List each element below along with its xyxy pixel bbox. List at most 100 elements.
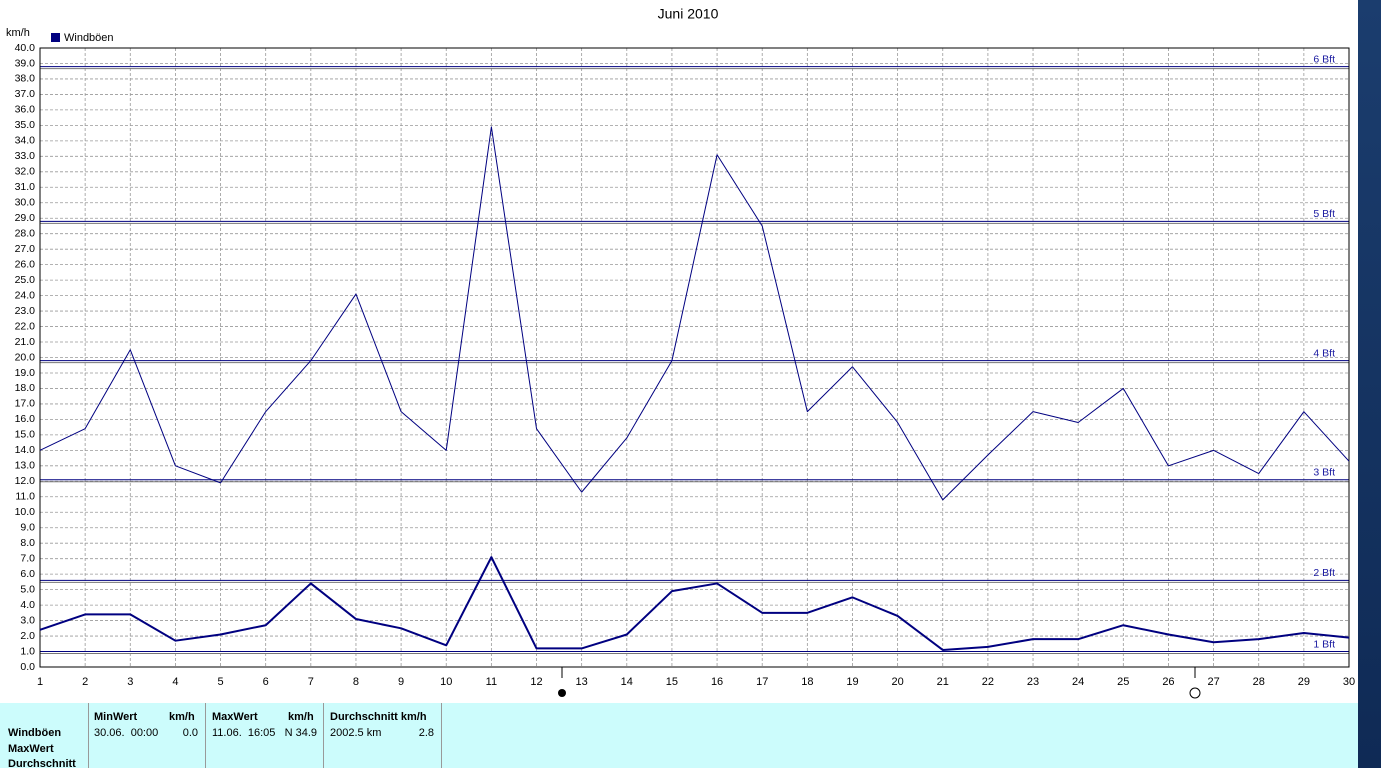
x-tick-label: 23 <box>1027 676 1039 688</box>
separator <box>323 703 324 768</box>
x-tick-label: 27 <box>1207 676 1219 688</box>
x-tick-label: 29 <box>1298 676 1310 688</box>
x-tick-label: 7 <box>308 676 314 688</box>
x-tick-label: 5 <box>217 676 223 688</box>
x-tick-label: 20 <box>891 676 903 688</box>
y-tick-label: 24.0 <box>15 289 36 301</box>
x-tick-label: 28 <box>1253 676 1265 688</box>
cell: 2002.5 km <box>330 727 382 739</box>
y-tick-label: 33.0 <box>15 150 36 162</box>
x-tick-label: 2 <box>82 676 88 688</box>
y-tick-label: 29.0 <box>15 212 36 224</box>
x-tick-label: 3 <box>127 676 133 688</box>
x-tick-label: 22 <box>982 676 994 688</box>
row-label: MaxWert <box>8 743 54 755</box>
y-tick-label: 14.0 <box>15 444 36 456</box>
separator <box>88 703 89 768</box>
y-tick-label: 16.0 <box>15 413 36 425</box>
reference-label: 3 Bft <box>1313 467 1335 479</box>
y-tick-label: 13.0 <box>15 460 36 472</box>
y-tick-label: 3.0 <box>20 614 35 626</box>
reference-label: 2 Bft <box>1313 567 1335 579</box>
x-tick-label: 16 <box>711 676 723 688</box>
y-tick-label: 22.0 <box>15 320 36 332</box>
x-tick-label: 14 <box>621 676 633 688</box>
y-tick-label: 25.0 <box>15 274 36 286</box>
x-tick-label: 19 <box>846 676 858 688</box>
x-tick-label: 24 <box>1072 676 1084 688</box>
y-tick-label: 12.0 <box>15 475 36 487</box>
x-tick-label: 18 <box>801 676 813 688</box>
column-unit: km/h <box>169 711 195 723</box>
series-line <box>39 126 1350 501</box>
y-tick-label: 20.0 <box>15 351 36 363</box>
y-tick-label: 5.0 <box>20 583 35 595</box>
x-tick-label: 12 <box>530 676 542 688</box>
x-tick-label: 30 <box>1343 676 1355 688</box>
desktop-edge <box>1358 0 1381 768</box>
y-tick-label: 34.0 <box>15 135 36 147</box>
cell: 0.0 <box>182 727 198 739</box>
reference-label: 6 Bft <box>1313 53 1335 65</box>
y-tick-label: 18.0 <box>15 382 36 394</box>
y-tick-label: 19.0 <box>15 367 36 379</box>
y-tick-label: 10.0 <box>15 506 36 518</box>
x-tick-label: 15 <box>666 676 678 688</box>
x-tick-label: 25 <box>1117 676 1129 688</box>
y-tick-label: 1.0 <box>20 645 35 657</box>
y-tick-label: 0.0 <box>20 661 35 673</box>
legend-label[interactable]: Windböen <box>64 32 114 44</box>
reference-label: 1 Bft <box>1313 638 1335 650</box>
chart-title: Juni 2010 <box>658 6 719 22</box>
cell: N 34.9 <box>284 727 317 739</box>
y-tick-label: 23.0 <box>15 305 36 317</box>
reference-label: 4 Bft <box>1313 347 1335 359</box>
cell: 11.06. 16:05 <box>212 727 276 739</box>
x-tick-label: 13 <box>576 676 588 688</box>
x-tick-label: 17 <box>756 676 768 688</box>
separator <box>441 703 442 768</box>
column-unit: km/h <box>288 711 314 723</box>
y-tick-label: 11.0 <box>15 491 35 503</box>
separator <box>205 703 206 768</box>
y-tick-label: 35.0 <box>15 119 36 131</box>
y-tick-label: 40.0 <box>15 42 36 54</box>
y-tick-label: 2.0 <box>20 630 35 642</box>
reference-label: 5 Bft <box>1313 208 1335 220</box>
y-tick-label: 38.0 <box>15 73 36 85</box>
moon-full <box>1189 687 1201 699</box>
cell: 2.8 <box>418 727 434 739</box>
column-header: MaxWert <box>212 711 258 723</box>
row-label: Durchschnitt <box>8 758 76 770</box>
x-tick-label: 4 <box>172 676 178 688</box>
x-tick-label: 6 <box>263 676 269 688</box>
y-axis-label: km/h <box>6 27 30 39</box>
y-tick-label: 28.0 <box>15 227 36 239</box>
y-tick-label: 27.0 <box>15 243 36 255</box>
moon-new <box>558 689 566 697</box>
y-tick-label: 21.0 <box>15 336 36 348</box>
column-header: Durchschnitt km/h <box>330 711 427 723</box>
y-tick-label: 4.0 <box>20 599 35 611</box>
x-tick-label: 21 <box>937 676 949 688</box>
y-tick-label: 30.0 <box>15 197 36 209</box>
stats-table: Windböen MaxWert Durchschnitt MinWert km… <box>0 703 1358 770</box>
y-tick-label: 7.0 <box>20 552 35 564</box>
x-tick-label: 11 <box>486 676 497 688</box>
y-tick-label: 31.0 <box>15 181 36 193</box>
y-tick-label: 15.0 <box>15 429 36 441</box>
y-tick-label: 26.0 <box>15 258 36 270</box>
y-tick-label: 39.0 <box>15 57 36 69</box>
cell: 30.06. 00:00 <box>94 727 159 739</box>
chart: Juni 2010 km/h Windböen 0.0 1.0 2.0 3.0 4.0 5… <box>6 6 1355 699</box>
plot-frame <box>39 47 1350 668</box>
y-tick-label: 32.0 <box>15 166 36 178</box>
y-tick-label: 6.0 <box>20 568 35 580</box>
y-tick-label: 17.0 <box>15 398 36 410</box>
column-header: MinWert <box>94 711 138 723</box>
x-tick-label: 9 <box>398 676 404 688</box>
x-tick-label: 1 <box>37 676 43 688</box>
y-tick-label: 9.0 <box>20 522 35 534</box>
series-line <box>39 556 1350 651</box>
